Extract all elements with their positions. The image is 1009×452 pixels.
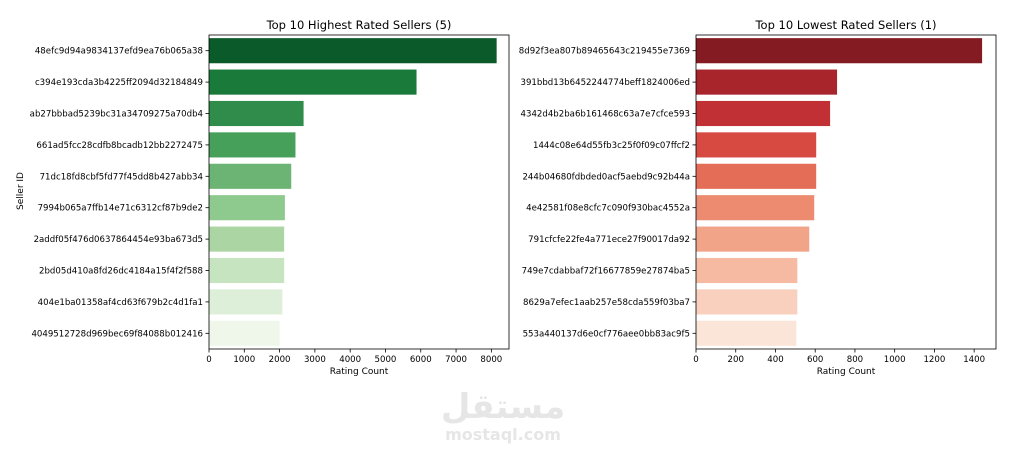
bar-4e42581f08e8cfc7c090f930bac4552a	[696, 195, 815, 221]
chart-title: Top 10 Lowest Rated Sellers (1)	[754, 18, 936, 32]
x-tick-label: 5000	[375, 355, 397, 365]
x-tick-label: 800	[847, 355, 863, 365]
bar-791cfcfe22fe4a771ece27f90017da92	[696, 226, 810, 252]
x-tick-label: 1400	[963, 355, 985, 365]
y-tick-label: 4342d4b2ba6b161468c63a7e7cfce593	[521, 110, 690, 120]
y-tick-label: 4e42581f08e8cfc7c090f930bac4552a	[526, 204, 690, 214]
bar-1444c08e64d55fb3c25f0f09c07ffcf2	[696, 132, 817, 158]
bar-4049512728d969bec69f84088b012416	[209, 320, 280, 346]
bar-2addf05f476d0637864454e93ba673d5	[209, 226, 285, 252]
y-tick-label: 244b04680fdbded0acf5aebd9c92b44a	[522, 172, 690, 182]
y-tick-label: ab27bbbad5239bc31a34709275a70db4	[30, 110, 203, 120]
x-tick-label: 0	[206, 355, 211, 365]
x-tick-label: 400	[767, 355, 783, 365]
bar-553a440137d6e0cf776aee0bb83ac9f5	[696, 320, 797, 346]
y-axis-label: Seller ID	[16, 172, 26, 210]
bar-7994b065a7ffb14e71c6312cf87b9de2	[209, 195, 285, 221]
y-tick-label: 48efc9d94a9834137efd9ea76b065a38	[35, 47, 203, 57]
x-tick-label: 1200	[923, 355, 945, 365]
y-tick-label: 8d92f3ea807b89465643c219455e7369	[519, 47, 690, 57]
bar-ab27bbbad5239bc31a34709275a70db4	[209, 100, 304, 127]
x-axis-label: Rating Count	[817, 367, 876, 377]
x-tick-label: 2000	[269, 355, 291, 365]
bar-661ad5fcc28cdfb8bcadb12bb2272475	[209, 132, 296, 158]
y-tick-label: 391bbd13b6452244774beff1824006ed	[520, 78, 690, 88]
y-tick-label: 404e1ba01358af4cd63f679b2c4d1fa1	[38, 298, 203, 308]
x-tick-label: 3000	[304, 355, 326, 365]
x-axis-label: Rating Count	[330, 367, 389, 377]
x-tick-label: 200	[728, 355, 744, 365]
lowest-rated-sellers-chart: Top 10 Lowest Rated Sellers (1) Rating C…	[519, 18, 997, 377]
bar-391bbd13b6452244774beff1824006ed	[696, 69, 838, 95]
chart-title: Top 10 Highest Rated Sellers (5)	[266, 18, 452, 32]
y-tick-label: 71dc18fd8cbf5fd77f45dd8b427abb34	[40, 172, 203, 182]
y-tick-label: 661ad5fcc28cdfb8bcadb12bb2272475	[36, 141, 203, 151]
watermark-latin: mostaql.com	[445, 425, 561, 444]
watermark-arabic: مستقل	[441, 387, 565, 427]
axes-frame	[208, 34, 510, 350]
x-tick-label: 600	[807, 355, 823, 365]
y-tick-label: 791cfcfe22fe4a771ece27f90017da92	[528, 235, 690, 245]
x-tick-label: 0	[693, 355, 698, 365]
y-tick-label: 749e7cdabbaf72f16677859e27874ba5	[522, 267, 690, 277]
bar-48efc9d94a9834137efd9ea76b065a38	[209, 38, 497, 64]
y-tick-label: 8629a7efec1aab257e58cda559f03ba7	[523, 298, 690, 308]
bar-8d92f3ea807b89465643c219455e7369	[696, 38, 983, 64]
highest-rated-sellers-chart: Top 10 Highest Rated Sellers (5) Seller …	[16, 18, 510, 377]
bar-244b04680fdbded0acf5aebd9c92b44a	[696, 163, 817, 189]
y-tick-label: 2addf05f476d0637864454e93ba673d5	[34, 235, 203, 245]
bar-2bd05d410a8fd26dc4184a15f4f2f588	[209, 257, 285, 284]
x-tick-label: 8000	[480, 355, 502, 365]
axes-frame	[695, 34, 997, 350]
y-tick-label: 2bd05d410a8fd26dc4184a15f4f2f588	[39, 267, 203, 277]
y-tick-label: 1444c08e64d55fb3c25f0f09c07ffcf2	[533, 141, 690, 151]
x-tick-label: 6000	[410, 355, 432, 365]
bar-71dc18fd8cbf5fd77f45dd8b427abb34	[209, 163, 292, 189]
bar-404e1ba01358af4cd63f679b2c4d1fa1	[209, 289, 283, 315]
bar-749e7cdabbaf72f16677859e27874ba5	[696, 257, 798, 284]
bar-8629a7efec1aab257e58cda559f03ba7	[696, 289, 798, 315]
y-tick-label: 553a440137d6e0cf776aee0bb83ac9f5	[523, 329, 690, 339]
bar-4342d4b2ba6b161468c63a7e7cfce593	[696, 100, 831, 127]
mostaql-watermark: مستقل mostaql.com	[441, 387, 565, 444]
y-tick-label: 4049512728d969bec69f84088b012416	[31, 329, 203, 339]
x-tick-label: 7000	[445, 355, 467, 365]
y-tick-label: 7994b065a7ffb14e71c6312cf87b9de2	[38, 204, 203, 214]
x-tick-label: 1000	[884, 355, 906, 365]
x-tick-label: 1000	[233, 355, 255, 365]
y-tick-label: c394e193cda3b4225ff2094d32184849	[35, 78, 203, 88]
x-tick-label: 4000	[339, 355, 361, 365]
bar-c394e193cda3b4225ff2094d32184849	[209, 69, 417, 95]
